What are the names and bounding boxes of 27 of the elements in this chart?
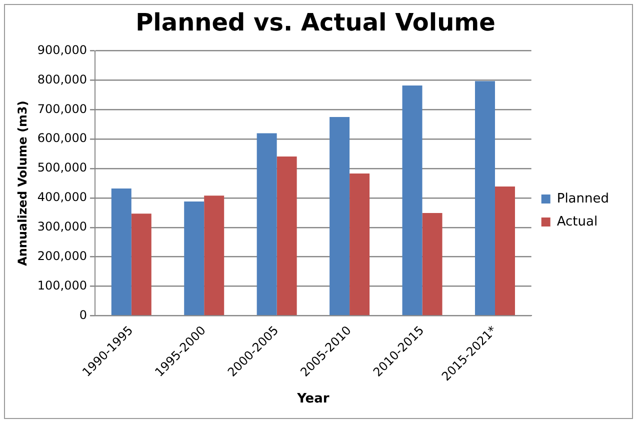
bar [422,212,442,316]
chart-title: Planned vs. Actual Volume [136,8,496,37]
bar [474,81,495,316]
bar [204,196,224,316]
y-tick-label: 800,000 [37,72,88,86]
bar [350,174,370,316]
y-tick-label: 300,000 [37,220,88,234]
y-tick-label: 400,000 [37,190,88,204]
bar [402,86,422,316]
y-tick-label: 500,000 [37,160,88,175]
y-tick-label: 900,000 [37,42,88,57]
bar [256,133,277,316]
bar [276,156,297,316]
y-tick-label: 200,000 [37,248,88,263]
legend-label: Planned [556,191,610,206]
y-axis-title: Annualized Volume (m3) [15,100,30,266]
y-tick-label: 700,000 [37,102,88,116]
bar [184,202,204,316]
y-tick-label: 600,000 [37,131,88,146]
bar [494,186,515,316]
bar [111,188,132,316]
bar [131,214,152,316]
y-tick-label: 100,000 [37,278,88,292]
y-tick-label: 0 [79,308,88,322]
bar [330,117,350,316]
x-axis-title: Year [296,392,330,407]
legend-label: Actual [556,214,598,230]
